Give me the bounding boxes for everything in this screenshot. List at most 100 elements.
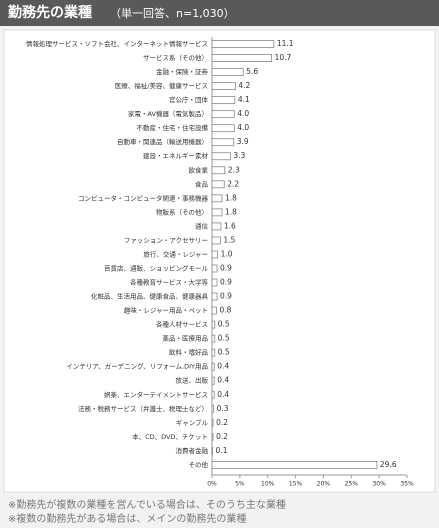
category-label: 官公庁・団体: [169, 95, 209, 104]
category-label: 医療、福祉/美容、健康サービス: [115, 81, 208, 90]
bar: [211, 362, 215, 371]
value-label: 0.4: [217, 376, 229, 385]
bar: [211, 82, 236, 90]
value-label: 2.3: [228, 165, 240, 174]
plot-panel: [3, 29, 436, 493]
value-label: 4.0: [237, 123, 249, 132]
value-label: 2.2: [227, 179, 239, 188]
x-tick-label: 5%: [235, 481, 245, 488]
bar: [211, 222, 222, 231]
bar: [211, 390, 215, 399]
bar: [211, 446, 213, 455]
value-label: 3.9: [237, 137, 249, 146]
x-tick-label: 15%: [289, 481, 303, 488]
category-label: 法務・税務サービス（弁護士、税理士など）: [78, 404, 208, 413]
bar: [211, 418, 214, 427]
bar: [211, 166, 226, 175]
category-label: 各種人材サービス: [156, 320, 208, 329]
category-label: 本、CD、DVD、チケット: [132, 432, 208, 441]
bar: [211, 208, 223, 217]
category-label: 食品: [195, 179, 208, 188]
value-label: 29.6: [380, 460, 397, 469]
bar: [211, 138, 235, 147]
value-label: 1.8: [225, 207, 237, 216]
value-label: 0.9: [220, 292, 232, 301]
bar: [211, 264, 218, 273]
category-label: 百貨店、通販、ショッピングモール: [104, 263, 209, 272]
note: ※勤務先が複数の業種を営んでいる場合は、そのうち主な業種: [8, 498, 286, 511]
x-tick-label: 25%: [345, 481, 359, 488]
bar: [211, 96, 236, 105]
bar: [211, 320, 216, 329]
bar: [211, 432, 214, 441]
header: [0, 0, 439, 26]
value-label: 0.3: [217, 404, 229, 413]
value-label: 0.5: [218, 348, 230, 357]
chart-title: 勤務先の業種: [8, 4, 92, 21]
bar: [211, 334, 216, 343]
chart-subtitle: （単一回答、n=1,030）: [110, 6, 235, 20]
category-label: 情報処理サービス・ソフト会社、インターネット情報サービス: [26, 39, 208, 48]
value-label: 4.0: [237, 109, 249, 118]
value-label: 0.2: [216, 432, 228, 441]
value-label: 0.9: [220, 278, 232, 287]
category-label: 各種教育サービス・大学等: [130, 278, 209, 287]
value-label: 1.6: [224, 221, 236, 230]
bar: [211, 306, 217, 315]
bar: [211, 110, 235, 119]
category-label: 薬品・医療用品: [163, 334, 209, 343]
bar: [211, 250, 218, 259]
value-label: 4.1: [238, 95, 250, 104]
bar: [211, 40, 275, 48]
value-label: 0.4: [217, 390, 229, 399]
bar: [211, 460, 378, 469]
category-label: ギャンブル: [176, 418, 209, 427]
value-label: 0.8: [219, 306, 231, 315]
value-label: 11.1: [277, 39, 294, 48]
category-label: 物販系（その他）: [156, 207, 208, 216]
bar: [211, 376, 215, 385]
category-label: 放送、出版: [176, 376, 209, 385]
bar: [211, 348, 216, 357]
category-label: その他: [189, 460, 209, 469]
bar: [211, 152, 231, 161]
x-tick-label: 30%: [372, 481, 386, 488]
bar: [211, 68, 244, 76]
value-label: 1.0: [221, 249, 233, 258]
value-label: 3.3: [233, 151, 245, 160]
value-label: 0.5: [218, 334, 230, 343]
category-label: ファッション・アクセサリー: [124, 236, 208, 244]
category-label: 家電・AV機器（電気製品）: [128, 109, 208, 118]
value-label: 0.9: [220, 263, 232, 272]
bar: [211, 54, 273, 62]
value-label: 4.2: [238, 81, 250, 90]
value-label: 0.1: [216, 446, 228, 455]
bar: [211, 124, 235, 133]
value-label: 1.8: [225, 193, 237, 202]
category-label: 消費者金融: [176, 446, 209, 455]
note: ※複数の勤務先がある場合は、メインの勤務先の業種: [8, 512, 246, 525]
bar: [211, 236, 221, 245]
category-label: 飲料・嗜好品: [169, 348, 208, 357]
x-tick-label: 10%: [261, 481, 275, 488]
category-label: インテリア、ガーデニング、リフォーム,DIY用品: [66, 362, 208, 371]
category-label: 飲食業: [189, 165, 209, 174]
value-label: 5.6: [246, 67, 258, 76]
category-label: サービス系（その他）: [143, 53, 208, 62]
bar: [211, 194, 223, 203]
x-tick-label: 35%: [400, 481, 414, 488]
bar: [211, 404, 215, 413]
category-label: 娯楽、エンターテイメントサービス: [104, 390, 208, 399]
value-label: 10.7: [275, 53, 292, 62]
bar: [211, 180, 225, 189]
category-label: コンピュータ・コンピュータ関連・事務機器: [78, 193, 209, 202]
bar: [211, 278, 218, 287]
category-label: 旅行、交通・レジャー: [143, 249, 208, 258]
category-label: 自動車・関連品（輸送用機器）: [117, 137, 208, 146]
category-label: 趣味・レジャー用品・ペット: [124, 306, 208, 315]
category-label: 建設・エネルギー素材: [143, 151, 209, 160]
category-label: 通信: [195, 221, 209, 230]
category-label: 金融・保険・証券: [156, 67, 209, 76]
value-label: 1.5: [223, 235, 235, 244]
